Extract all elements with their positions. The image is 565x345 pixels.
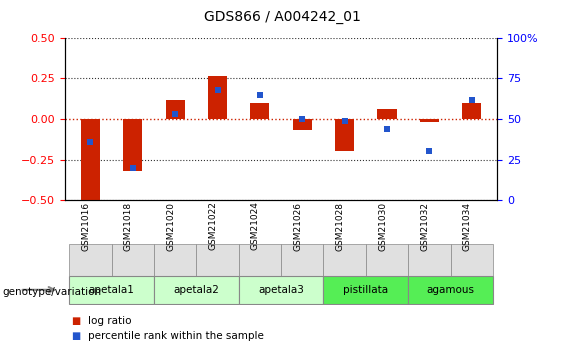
Text: pistillata: pistillata <box>344 285 388 295</box>
Text: GSM21034: GSM21034 <box>463 201 472 250</box>
Text: GSM21026: GSM21026 <box>293 201 302 250</box>
FancyBboxPatch shape <box>451 244 493 276</box>
Text: apetala3: apetala3 <box>258 285 304 295</box>
Point <box>171 111 180 117</box>
FancyBboxPatch shape <box>281 244 323 276</box>
Text: agamous: agamous <box>427 285 475 295</box>
FancyBboxPatch shape <box>154 244 197 276</box>
FancyBboxPatch shape <box>408 244 451 276</box>
Text: ■: ■ <box>71 316 80 326</box>
Point <box>383 126 392 131</box>
FancyBboxPatch shape <box>238 244 281 276</box>
Bar <box>166 100 185 119</box>
FancyBboxPatch shape <box>197 244 238 276</box>
Text: GSM21030: GSM21030 <box>378 201 387 251</box>
Bar <box>462 103 481 119</box>
Text: GSM21020: GSM21020 <box>166 201 175 250</box>
FancyBboxPatch shape <box>323 276 408 304</box>
FancyBboxPatch shape <box>112 244 154 276</box>
Text: GDS866 / A004242_01: GDS866 / A004242_01 <box>204 10 361 24</box>
Point <box>298 116 307 122</box>
FancyBboxPatch shape <box>323 244 366 276</box>
Bar <box>335 119 354 151</box>
Point <box>467 97 476 102</box>
Text: GSM21032: GSM21032 <box>420 201 429 250</box>
Text: genotype/variation: genotype/variation <box>3 287 102 296</box>
Bar <box>293 119 312 130</box>
Point <box>86 139 95 145</box>
Point <box>425 149 434 154</box>
Text: log ratio: log ratio <box>88 316 131 326</box>
FancyBboxPatch shape <box>69 276 154 304</box>
Bar <box>81 119 100 202</box>
Text: apetala1: apetala1 <box>89 285 134 295</box>
Text: GSM21022: GSM21022 <box>208 201 218 250</box>
Point <box>213 87 222 92</box>
Text: ■: ■ <box>71 332 80 341</box>
Text: GSM21018: GSM21018 <box>124 201 133 251</box>
FancyBboxPatch shape <box>69 244 112 276</box>
FancyBboxPatch shape <box>408 276 493 304</box>
Bar <box>250 103 270 119</box>
Bar <box>377 109 397 119</box>
Text: percentile rank within the sample: percentile rank within the sample <box>88 332 263 341</box>
Point <box>128 165 137 170</box>
Text: GSM21024: GSM21024 <box>251 201 260 250</box>
Text: GSM21028: GSM21028 <box>336 201 345 250</box>
FancyBboxPatch shape <box>154 276 238 304</box>
FancyBboxPatch shape <box>238 276 323 304</box>
Bar <box>208 76 227 119</box>
Point <box>340 118 349 124</box>
Bar <box>123 119 142 171</box>
Text: GSM21016: GSM21016 <box>81 201 90 251</box>
Bar <box>420 119 439 122</box>
FancyBboxPatch shape <box>366 244 408 276</box>
Text: apetala2: apetala2 <box>173 285 219 295</box>
Point <box>255 92 264 97</box>
